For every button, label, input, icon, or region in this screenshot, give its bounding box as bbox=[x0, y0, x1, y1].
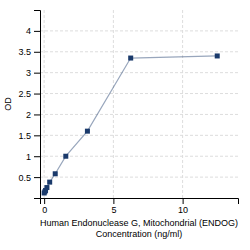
y-grid-line bbox=[40, 72, 238, 73]
y-grid-line bbox=[40, 135, 238, 136]
x-tick-label: 10 bbox=[178, 205, 188, 215]
x-tick: 5 bbox=[111, 198, 116, 215]
x-grid-line bbox=[113, 10, 114, 198]
chart: 0 5 10 0.5 1 1.5 2 2.5 3 3.5 4 Human Endonuclease G… bbox=[0, 0, 250, 250]
line bbox=[44, 56, 217, 193]
y-axis-line bbox=[34, 11, 41, 199]
y-tick-label: 1 bbox=[26, 152, 31, 162]
x-axis: 0 5 10 bbox=[41, 198, 239, 215]
y-tick-label: 3.5 bbox=[18, 47, 31, 57]
x-tick-mark bbox=[183, 198, 184, 204]
y-tick-label: 2.5 bbox=[18, 89, 31, 99]
y-tick-label: 3 bbox=[26, 68, 31, 78]
y-tick-label: 0.5 bbox=[18, 172, 31, 182]
y-tick: 1.5 bbox=[18, 131, 40, 141]
y-tick-mark bbox=[34, 94, 40, 95]
y-grid-line bbox=[40, 177, 238, 178]
x-grid-line bbox=[44, 10, 45, 198]
marker bbox=[47, 180, 52, 185]
marker bbox=[215, 53, 220, 58]
marker bbox=[44, 185, 49, 190]
y-grid-line bbox=[40, 156, 238, 157]
y-tick-mark bbox=[34, 156, 40, 157]
y-tick: 2.5 bbox=[18, 89, 40, 99]
x-tick: 0 bbox=[42, 198, 47, 215]
y-tick-mark bbox=[34, 177, 40, 178]
y-tick-mark bbox=[34, 31, 40, 32]
y-grid-line bbox=[40, 114, 238, 115]
y-grid-line bbox=[40, 93, 238, 94]
x-grid-line bbox=[182, 10, 183, 198]
x-axis-title: Human Endonuclease G, Mitochondrial (END… bbox=[40, 218, 238, 239]
plot: 0 5 10 0.5 1 1.5 2 2.5 3 3.5 4 bbox=[18, 10, 238, 215]
y-tick: 2 bbox=[26, 110, 40, 120]
y-tick-mark bbox=[34, 135, 40, 136]
marker bbox=[63, 154, 68, 159]
y-tick: 4 bbox=[26, 26, 40, 36]
x-tick-label: 0 bbox=[42, 205, 47, 215]
x-tick: 10 bbox=[178, 198, 188, 215]
y-tick-label: 2 bbox=[26, 110, 31, 120]
y-tick-mark bbox=[34, 52, 40, 53]
y-tick-label: 1.5 bbox=[18, 131, 31, 141]
y-tick-label: 4 bbox=[26, 26, 31, 36]
y-tick: 3.5 bbox=[18, 47, 40, 57]
x-tick-mark bbox=[113, 198, 114, 204]
marker bbox=[53, 171, 58, 176]
y-grid-line bbox=[40, 30, 238, 31]
marker bbox=[128, 56, 133, 61]
x-axis-line bbox=[41, 199, 239, 205]
y-tick: 0.5 bbox=[18, 172, 40, 182]
y-axis-title: OD bbox=[3, 97, 13, 111]
y-axis: 0.5 1 1.5 2 2.5 3 3.5 4 bbox=[18, 11, 40, 199]
x-tick-mark bbox=[44, 198, 45, 204]
y-tick: 1 bbox=[26, 152, 40, 162]
y-tick-mark bbox=[34, 114, 40, 115]
y-tick: 3 bbox=[26, 68, 40, 78]
y-tick-mark bbox=[34, 73, 40, 74]
marker bbox=[85, 129, 90, 134]
grid bbox=[40, 10, 238, 198]
data bbox=[42, 53, 220, 195]
x-tick-label: 5 bbox=[111, 205, 116, 215]
y-grid-line bbox=[40, 51, 238, 52]
